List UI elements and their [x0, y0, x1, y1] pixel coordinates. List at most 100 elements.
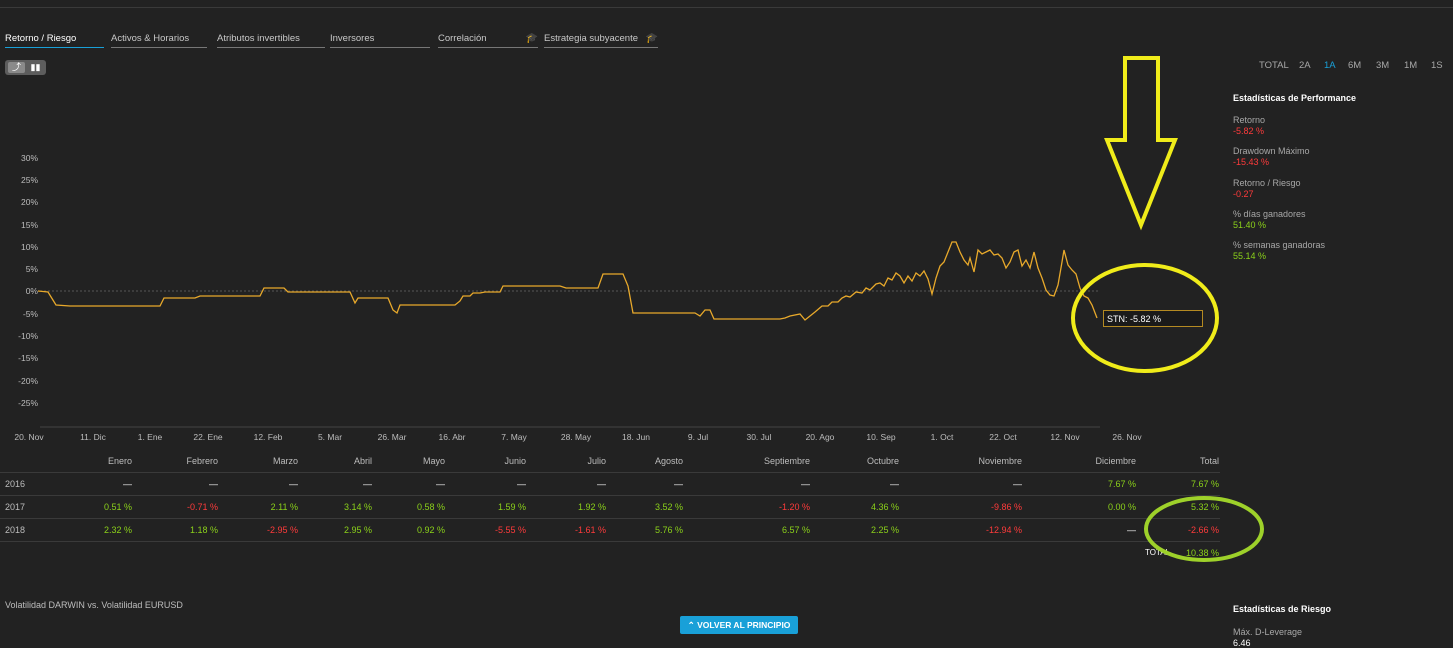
back-to-top-button[interactable]: ⌃ VOLVER AL PRINCIPIO: [680, 616, 798, 634]
risk-label-leverage: Máx. D-Leverage: [1233, 627, 1303, 637]
table-cell: 2.11 %: [270, 502, 298, 512]
candlestick-icon[interactable]: ▮▮: [30, 62, 41, 72]
row-year: 2018: [5, 525, 26, 535]
stat-label-retorno-riesgo: Retorno / Riesgo: [1233, 178, 1301, 188]
tab-estrategia-subyacente[interactable]: Estrategia subyacente 🎓: [544, 33, 658, 48]
tab-retorno-riesgo[interactable]: Retorno / Riesgo: [5, 33, 104, 48]
table-cell: —: [209, 479, 218, 489]
graduation-cap-icon: 🎓: [525, 33, 538, 44]
y-tick: -20%: [18, 376, 38, 386]
x-tick: 7. May: [501, 432, 527, 442]
y-tick: 15%: [20, 220, 38, 230]
volatility-label: Volatilidad DARWIN vs. Volatilidad EURUS…: [5, 600, 183, 610]
x-tick: 5. Mar: [317, 432, 343, 442]
table-cell: —: [674, 479, 683, 489]
y-tick: 0%: [25, 286, 38, 296]
x-tick: 12. Feb: [253, 432, 283, 442]
risk-stats-title: Estadísticas de Riesgo: [1233, 604, 1332, 614]
row-divider: [0, 518, 1220, 519]
y-tick: 30%: [20, 153, 38, 163]
chart-tooltip: STN: -5.82 %: [1103, 310, 1203, 327]
table-cell: —: [363, 479, 372, 489]
x-tick: 30. Jul: [746, 432, 772, 442]
x-tick: 10. Sep: [866, 432, 896, 442]
table-cell: 7.67 %: [1190, 479, 1219, 489]
y-tick: 10%: [20, 242, 38, 252]
y-tick: -25%: [18, 398, 38, 408]
y-tick: 5%: [25, 264, 38, 274]
x-tick: 1. Oct: [930, 432, 954, 442]
chart-type-toggle[interactable]: ⤴ ▮▮: [5, 60, 46, 75]
top-divider: [0, 7, 1453, 8]
table-cell: -9.86 %: [990, 502, 1022, 512]
tab-correlacion[interactable]: Correlación 🎓: [438, 33, 538, 48]
x-tick: 28. May: [560, 432, 592, 442]
stat-value-drawdown: -15.43 %: [1233, 157, 1270, 167]
stat-label-dias-ganadores: % días ganadores: [1233, 209, 1306, 219]
table-cell: —: [1127, 525, 1136, 535]
table-cell: 0.58 %: [416, 502, 445, 512]
table-cell: -1.20 %: [778, 502, 810, 512]
table-cell: 2.32 %: [103, 525, 132, 535]
table-cell: —: [801, 479, 810, 489]
x-tick: 20. Ago: [805, 432, 835, 442]
col-header: Marzo: [272, 456, 298, 466]
col-header: Abril: [353, 456, 372, 466]
table-cell: —: [123, 479, 132, 489]
series-line-stn: [37, 241, 1098, 321]
table-cell: —: [517, 479, 526, 489]
table-cell: -2.66 %: [1187, 525, 1219, 535]
stat-value-retorno-riesgo: -0.27: [1233, 189, 1254, 199]
table-cell: 2.25 %: [870, 525, 899, 535]
x-tick: 20. Nov: [14, 432, 44, 442]
tab-atributos-invertibles[interactable]: Atributos invertibles: [217, 33, 325, 48]
period-1a[interactable]: 1A: [1324, 60, 1336, 71]
row-year: 2017: [5, 502, 26, 512]
col-header: Agosto: [654, 456, 683, 466]
table-cell: -1.61 %: [574, 525, 606, 535]
stat-value-dias-ganadores: 51.40 %: [1233, 220, 1267, 230]
table-cell: 3.14 %: [343, 502, 372, 512]
x-tick: 11. Dic: [80, 432, 106, 442]
risk-value-leverage: 6.46: [1233, 638, 1251, 648]
period-1m[interactable]: 1M: [1404, 60, 1418, 71]
col-header: Julio: [587, 456, 606, 466]
total-value: 10.38 %: [1185, 548, 1219, 558]
y-tick: 25%: [20, 175, 38, 185]
table-cell: 0.92 %: [416, 525, 445, 535]
table-cell: 0.51 %: [103, 502, 132, 512]
table-cell: -2.95 %: [266, 525, 298, 535]
period-3m[interactable]: 3M: [1376, 60, 1390, 71]
table-cell: 5.76 %: [654, 525, 683, 535]
col-header: Total: [1199, 456, 1219, 466]
table-cell: —: [436, 479, 445, 489]
row-year: 2016: [5, 479, 26, 489]
table-cell: 5.32 %: [1190, 502, 1219, 512]
period-2a[interactable]: 2A: [1299, 60, 1311, 71]
period-total[interactable]: TOTAL: [1259, 60, 1289, 71]
y-tick: 20%: [20, 197, 38, 207]
table-cell: -0.71 %: [186, 502, 218, 512]
total-label: TOTAL: [1144, 548, 1170, 557]
period-1s[interactable]: 1S: [1431, 60, 1443, 71]
y-tick: -15%: [18, 353, 38, 363]
period-6m[interactable]: 6M: [1348, 60, 1362, 71]
stat-value-retorno: -5.82 %: [1233, 126, 1265, 136]
table-cell: -5.55 %: [494, 525, 526, 535]
row-divider: [0, 541, 1220, 542]
line-chart-icon[interactable]: ⤴: [8, 62, 25, 73]
table-cell: 1.59 %: [497, 502, 526, 512]
table-cell: -12.94 %: [985, 525, 1022, 535]
performance-stats-title: Estadísticas de Performance: [1233, 93, 1357, 103]
tab-inversores[interactable]: Inversores: [330, 33, 430, 48]
chevron-up-icon: ⌃: [687, 620, 698, 630]
tab-activos-horarios[interactable]: Activos & Horarios: [111, 33, 207, 48]
x-tick: 1. Ene: [137, 432, 163, 442]
table-cell: 0.00 %: [1107, 502, 1136, 512]
table-cell: —: [1013, 479, 1022, 489]
x-tick: 26. Nov: [1112, 432, 1142, 442]
table-cell: 7.67 %: [1107, 479, 1136, 489]
x-tick: 22. Ene: [193, 432, 223, 442]
col-header: Junio: [504, 456, 526, 466]
